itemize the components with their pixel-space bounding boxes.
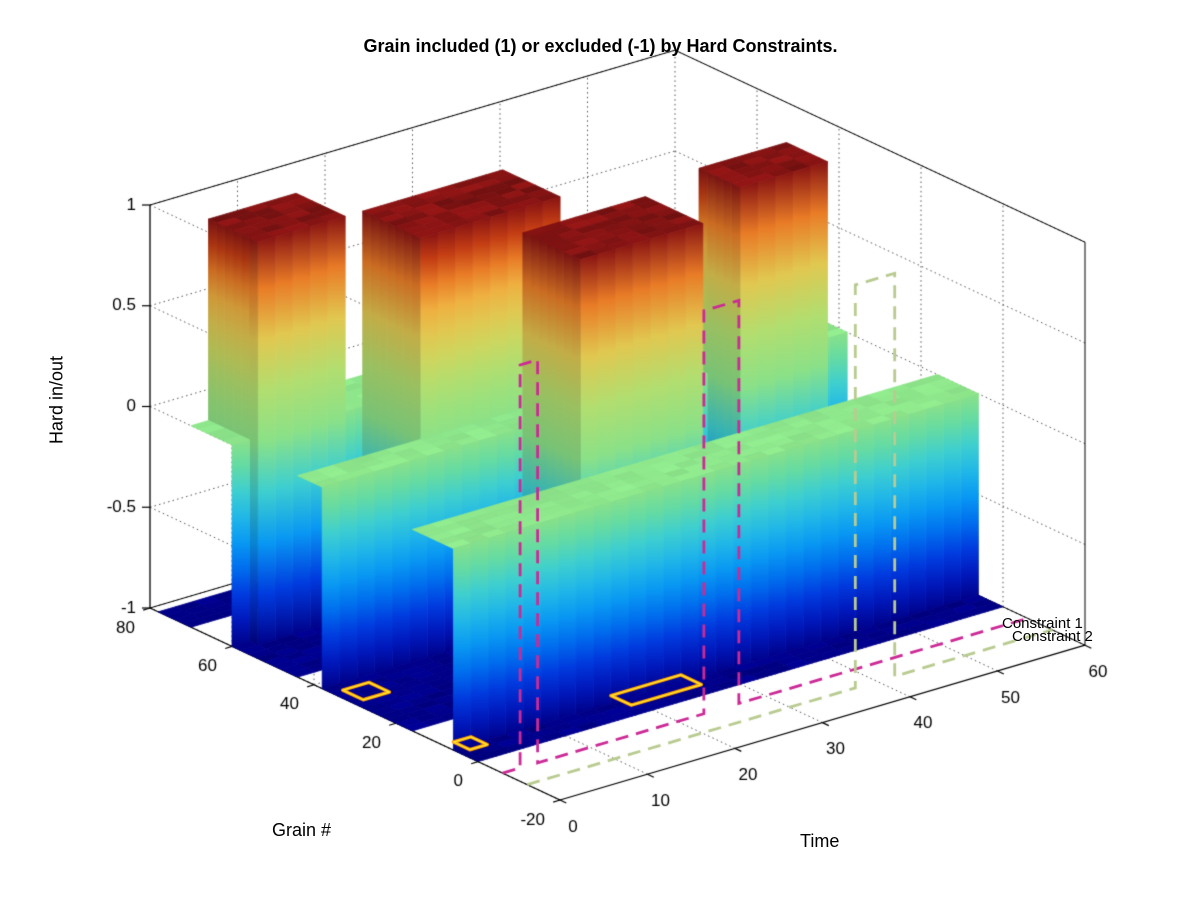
figure-window: Grain included (1) or excluded (-1) by H… bbox=[0, 0, 1201, 900]
surface-plot-canvas bbox=[0, 0, 1201, 900]
